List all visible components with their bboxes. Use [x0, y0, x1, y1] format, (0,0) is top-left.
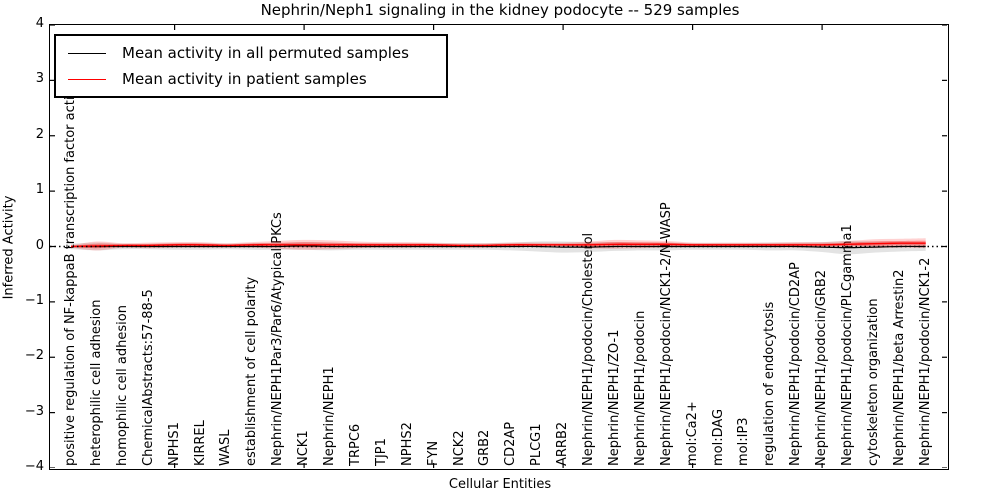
chart-title: Nephrin/Neph1 signaling in the kidney po…: [260, 1, 740, 19]
y-tick-label: −3: [24, 403, 44, 419]
legend-item-permuted: Mean activity in all permuted samples: [68, 44, 446, 62]
patient-mean-line: [70, 242, 926, 248]
patient-std-band-outer: [71, 238, 926, 251]
legend: Mean activity in all permuted samples Me…: [54, 34, 448, 98]
plot-area: positive regulation of NF-kappaB transcr…: [49, 24, 949, 470]
y-tick-label: 3: [35, 71, 44, 87]
y-tick-label: −1: [24, 292, 44, 308]
legend-label-permuted: Mean activity in all permuted samples: [122, 44, 409, 62]
axis-tick-marks: [50, 24, 947, 469]
y-tick-label: −4: [24, 459, 44, 474]
chart-canvas: [50, 24, 948, 469]
y-tick-label: 2: [35, 126, 44, 142]
y-tick-label: 0: [35, 237, 44, 253]
legend-line-permuted-icon: [68, 52, 106, 54]
y-tick-label: 1: [35, 182, 44, 198]
y-tick-label: 4: [35, 16, 44, 31]
y-tick-label: −2: [24, 348, 44, 364]
legend-line-patient-icon: [68, 78, 106, 80]
legend-label-patient: Mean activity in patient samples: [122, 70, 367, 88]
legend-item-patient: Mean activity in patient samples: [68, 70, 446, 88]
x-axis-title: Cellular Entities: [448, 477, 552, 492]
